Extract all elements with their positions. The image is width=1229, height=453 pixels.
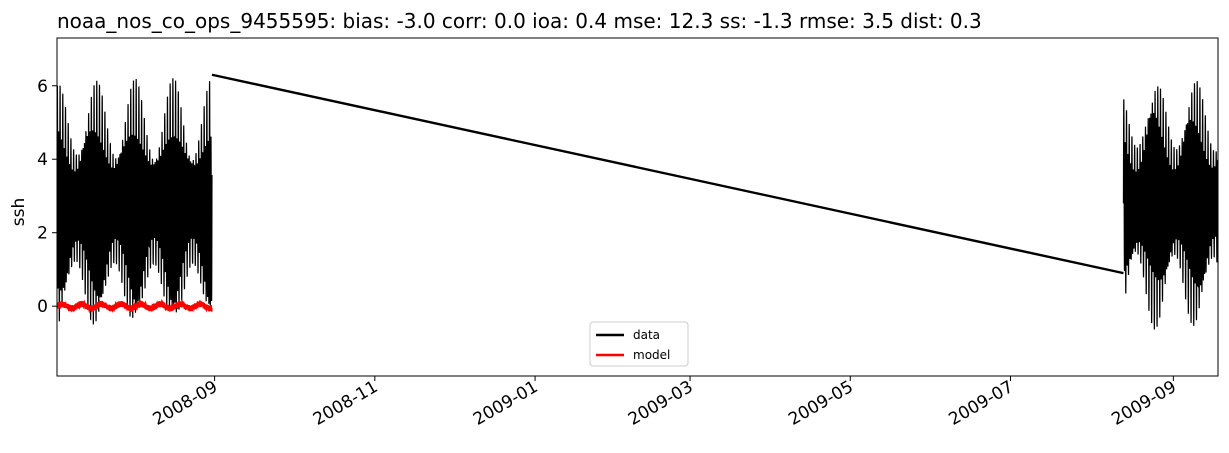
legend: data model xyxy=(589,321,689,367)
x-tick-label: 2009-07 xyxy=(945,377,1017,430)
chart-title: noaa_nos_co_ops_9455595: bias: -3.0 corr… xyxy=(57,9,982,33)
x-tick-label: 2008-09 xyxy=(150,377,222,430)
x-tick-label: 2009-01 xyxy=(470,377,542,430)
series-data-segment xyxy=(1122,81,1218,330)
series-model-segment xyxy=(57,298,213,314)
y-tick-label: 4 xyxy=(37,150,48,170)
plot-inner xyxy=(57,73,1218,330)
x-tick-label: 2009-05 xyxy=(785,377,857,430)
y-axis-label: ssh xyxy=(9,198,29,227)
plot-frame xyxy=(56,37,1219,377)
axes: 0 2 4 6 2008-09 2008-11 2009-01 2009-03 2009-05 2… xyxy=(37,37,1219,430)
x-tick-label: 2008-11 xyxy=(310,377,382,430)
x-tick-label: 2009-09 xyxy=(1108,377,1180,430)
y-tick-label: 0 xyxy=(37,297,48,317)
series-data-connector xyxy=(211,73,1124,275)
y-tick-label: 6 xyxy=(37,77,48,97)
legend-label-data: data xyxy=(633,328,660,342)
series-data-segment xyxy=(57,78,213,325)
plot-area xyxy=(57,73,1218,330)
series-model xyxy=(57,298,213,314)
x-tick-label: 2009-03 xyxy=(625,377,697,430)
legend-label-model: model xyxy=(633,348,670,362)
y-tick-label: 2 xyxy=(37,224,48,244)
series-data xyxy=(57,73,1218,330)
